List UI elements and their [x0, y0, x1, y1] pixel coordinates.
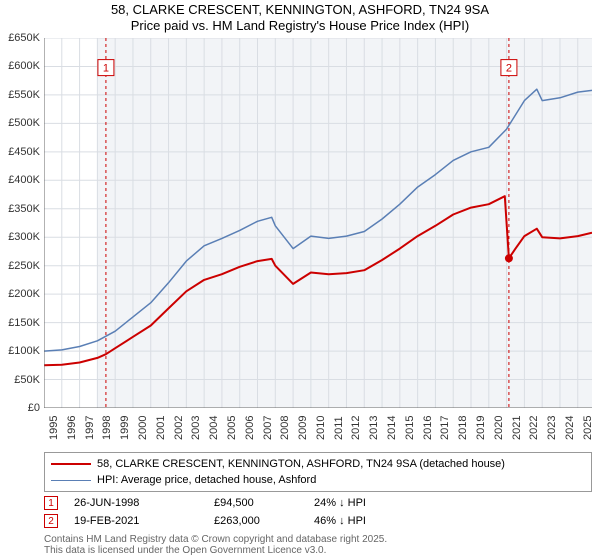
x-tick-label: 2016 [422, 416, 434, 440]
legend: 58, CLARKE CRESCENT, KENNINGTON, ASHFORD… [44, 452, 592, 492]
legend-label: 58, CLARKE CRESCENT, KENNINGTON, ASHFORD… [97, 458, 505, 470]
legend-swatch [51, 480, 91, 481]
marker-price: £263,000 [214, 515, 314, 527]
title-line-1: 58, CLARKE CRESCENT, KENNINGTON, ASHFORD… [0, 2, 600, 18]
legend-item: HPI: Average price, detached house, Ashf… [51, 472, 585, 488]
x-tick-label: 2015 [404, 416, 416, 440]
x-tick-label: 2000 [137, 416, 149, 440]
y-tick-label: £300K [0, 231, 40, 243]
x-tick-label: 2011 [333, 416, 345, 440]
x-tick-label: 2006 [244, 416, 256, 440]
x-tick-label: 2021 [511, 416, 523, 440]
marker-badge: 1 [44, 496, 58, 510]
marker-date: 19-FEB-2021 [74, 515, 214, 527]
marker-row: 1 26-JUN-1998£94,50024% ↓ HPI [44, 494, 366, 512]
x-tick-label: 2022 [528, 416, 540, 440]
x-axis-labels: 1995 1996 1997 1998 1999 2000 2001 2002 2003 2004… [44, 408, 592, 448]
title-line-2: Price paid vs. HM Land Registry's House … [0, 18, 600, 34]
x-tick-label: 1998 [101, 416, 113, 440]
x-tick-label: 2013 [368, 416, 380, 440]
chart-container: 58, CLARKE CRESCENT, KENNINGTON, ASHFORD… [0, 0, 600, 560]
footer-line-1: Contains HM Land Registry data © Crown c… [44, 534, 387, 545]
x-tick-label: 2002 [173, 416, 185, 440]
x-tick-label: 1999 [119, 416, 131, 440]
x-tick-label: 2018 [457, 416, 469, 440]
x-tick-label: 1997 [84, 416, 96, 440]
x-tick-label: 2017 [439, 416, 451, 440]
marker-date: 26-JUN-1998 [74, 497, 214, 509]
svg-text:2: 2 [506, 63, 512, 75]
legend-item: 58, CLARKE CRESCENT, KENNINGTON, ASHFORD… [51, 456, 585, 472]
y-tick-label: £0 [0, 402, 40, 414]
x-tick-label: 2005 [226, 416, 238, 440]
y-tick-label: £600K [0, 60, 40, 72]
x-tick-label: 2008 [279, 416, 291, 440]
x-tick-label: 2001 [155, 416, 167, 440]
marker-row: 2 19-FEB-2021£263,00046% ↓ HPI [44, 512, 366, 530]
y-tick-label: £650K [0, 32, 40, 44]
y-tick-label: £200K [0, 288, 40, 300]
footer-attribution: Contains HM Land Registry data © Crown c… [44, 534, 387, 556]
y-tick-label: £50K [0, 374, 40, 386]
x-tick-label: 2020 [493, 416, 505, 440]
footer-line-2: This data is licensed under the Open Gov… [44, 545, 387, 556]
x-tick-label: 2010 [315, 416, 327, 440]
x-tick-label: 2007 [262, 416, 274, 440]
x-tick-label: 2009 [297, 416, 309, 440]
x-tick-label: 2025 [582, 416, 594, 440]
x-tick-label: 2004 [208, 416, 220, 440]
x-tick-label: 2024 [564, 416, 576, 440]
marker-note: 24% ↓ HPI [314, 497, 366, 509]
x-tick-label: 2023 [546, 416, 558, 440]
marker-table: 1 26-JUN-1998£94,50024% ↓ HPI 2 19-FEB-2021… [44, 494, 366, 530]
legend-label: HPI: Average price, detached house, Ashf… [97, 474, 316, 486]
x-tick-label: 2014 [386, 416, 398, 440]
y-tick-label: £250K [0, 260, 40, 272]
y-tick-label: £500K [0, 117, 40, 129]
x-tick-label: 2003 [190, 416, 202, 440]
x-tick-label: 1995 [48, 416, 60, 440]
x-tick-label: 2012 [350, 416, 362, 440]
x-tick-label: 2019 [475, 416, 487, 440]
x-tick-label: 1996 [66, 416, 78, 440]
y-tick-label: £150K [0, 317, 40, 329]
marker-price: £94,500 [214, 497, 314, 509]
y-tick-label: £100K [0, 345, 40, 357]
svg-text:1: 1 [103, 63, 109, 75]
y-tick-label: £450K [0, 146, 40, 158]
marker-badge: 2 [44, 514, 58, 528]
legend-swatch [51, 463, 91, 465]
y-tick-label: £350K [0, 203, 40, 215]
marker-note: 46% ↓ HPI [314, 515, 366, 527]
y-tick-label: £400K [0, 174, 40, 186]
chart-title: 58, CLARKE CRESCENT, KENNINGTON, ASHFORD… [0, 0, 600, 33]
plot-area: 12 [44, 38, 592, 408]
y-tick-label: £550K [0, 89, 40, 101]
